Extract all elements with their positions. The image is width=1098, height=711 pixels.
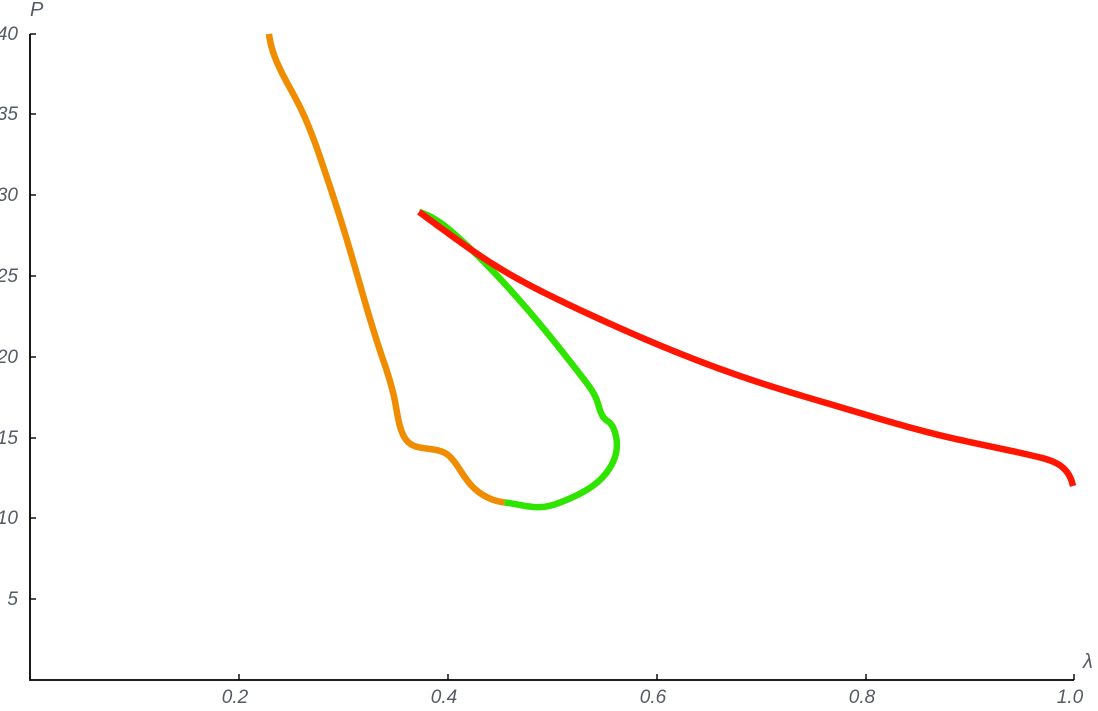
- svg-text:25: 25: [0, 266, 18, 287]
- svg-text:5: 5: [7, 589, 18, 610]
- svg-text:40: 40: [0, 24, 18, 45]
- svg-text:1.0: 1.0: [1057, 687, 1084, 706]
- svg-text:10: 10: [0, 508, 18, 529]
- svg-text:15: 15: [0, 428, 18, 449]
- svg-text:30: 30: [0, 185, 18, 206]
- svg-text:20: 20: [0, 347, 18, 368]
- svg-text:0.2: 0.2: [222, 687, 249, 706]
- svg-text:P: P: [30, 0, 44, 21]
- svg-text:0.4: 0.4: [431, 687, 457, 706]
- svg-text:35: 35: [0, 104, 18, 125]
- svg-text:0.8: 0.8: [849, 687, 876, 706]
- svg-text:λ: λ: [1082, 651, 1093, 673]
- svg-text:0.6: 0.6: [640, 687, 667, 706]
